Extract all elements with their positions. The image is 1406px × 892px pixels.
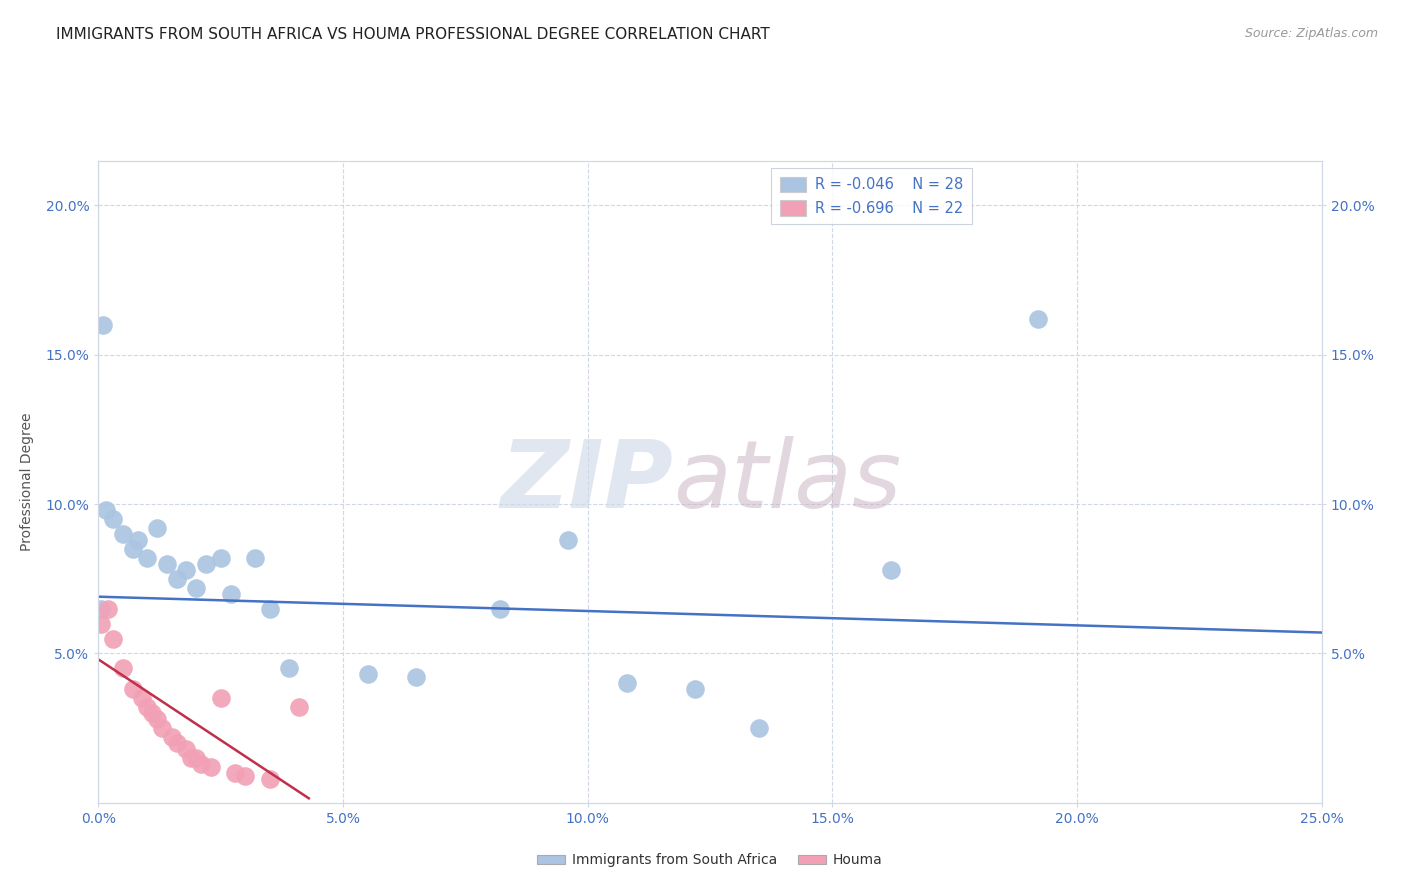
Point [288, 700, 311, 714]
Point [160, 730, 183, 744]
Point [488, 601, 510, 615]
Point [259, 772, 281, 786]
Point [101, 512, 124, 526]
Point [356, 667, 378, 681]
Point [557, 533, 579, 547]
Text: IMMIGRANTS FROM SOUTH AFRICA VS HOUMA PROFESSIONAL DEGREE CORRELATION CHART: IMMIGRANTS FROM SOUTH AFRICA VS HOUMA PR… [56, 27, 770, 42]
Point [121, 682, 143, 697]
Point [243, 550, 266, 565]
Point [146, 521, 169, 535]
Point [195, 557, 218, 571]
Point [209, 691, 232, 706]
Point [233, 769, 256, 783]
Point [176, 563, 198, 577]
Point [186, 751, 208, 765]
Point [131, 691, 153, 706]
Point [166, 736, 188, 750]
Point [219, 587, 242, 601]
Point [166, 572, 188, 586]
Text: ZIP: ZIP [501, 435, 673, 528]
Point [97, 601, 120, 615]
Point [405, 670, 427, 684]
Point [141, 706, 163, 721]
Point [156, 557, 179, 571]
Point [278, 661, 301, 675]
Point [121, 541, 143, 556]
Point [127, 533, 149, 547]
Y-axis label: Professional Degree: Professional Degree [21, 412, 34, 551]
Point [136, 700, 159, 714]
Text: Source: ZipAtlas.com: Source: ZipAtlas.com [1244, 27, 1378, 40]
Point [259, 601, 281, 615]
Point [190, 756, 212, 771]
Point [111, 661, 134, 675]
Point [224, 766, 246, 780]
Text: atlas: atlas [673, 436, 901, 527]
Point [101, 632, 124, 646]
Point [880, 563, 903, 577]
Point [91, 318, 114, 332]
Point [136, 550, 159, 565]
Point [176, 742, 198, 756]
Point [616, 676, 638, 690]
Point [186, 581, 208, 595]
Point [1026, 311, 1049, 326]
Point [90, 616, 112, 631]
Point [150, 721, 173, 735]
Point [200, 760, 222, 774]
Point [180, 751, 202, 765]
Point [94, 503, 117, 517]
Point [685, 682, 707, 697]
Point [209, 550, 232, 565]
Point [111, 527, 134, 541]
Point [146, 712, 169, 726]
Point [748, 721, 770, 735]
Point [90, 601, 112, 615]
Legend: Immigrants from South Africa, Houma: Immigrants from South Africa, Houma [531, 847, 889, 873]
